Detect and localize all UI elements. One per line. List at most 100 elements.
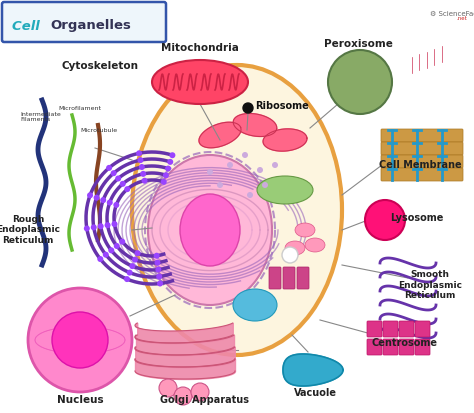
FancyBboxPatch shape	[381, 142, 463, 155]
Circle shape	[105, 222, 110, 228]
Ellipse shape	[132, 65, 342, 355]
FancyBboxPatch shape	[399, 321, 414, 337]
Circle shape	[262, 182, 268, 188]
Circle shape	[142, 178, 147, 184]
Text: Mitochondria: Mitochondria	[161, 43, 239, 53]
Text: Intermediate
Filaments: Intermediate Filaments	[20, 112, 61, 122]
Circle shape	[97, 256, 103, 262]
Text: Microfilament: Microfilament	[58, 105, 101, 111]
Circle shape	[84, 225, 90, 232]
Circle shape	[135, 250, 141, 256]
Text: Peroxisome: Peroxisome	[324, 39, 392, 49]
Circle shape	[156, 273, 162, 280]
FancyBboxPatch shape	[381, 129, 463, 142]
FancyBboxPatch shape	[415, 339, 430, 355]
Circle shape	[155, 267, 161, 273]
Circle shape	[129, 263, 135, 269]
Polygon shape	[283, 354, 343, 386]
Circle shape	[111, 221, 118, 227]
Circle shape	[140, 171, 146, 177]
Text: Vacuole: Vacuole	[293, 388, 337, 398]
Circle shape	[167, 159, 173, 165]
Circle shape	[191, 383, 209, 401]
Circle shape	[28, 288, 132, 392]
Circle shape	[154, 253, 160, 259]
Circle shape	[124, 276, 130, 282]
Text: .net: .net	[456, 17, 467, 21]
FancyBboxPatch shape	[415, 321, 430, 337]
Text: Nucleus: Nucleus	[57, 395, 103, 405]
Text: Golgi Apparatus: Golgi Apparatus	[161, 395, 249, 405]
Circle shape	[155, 260, 161, 266]
Text: Organelles: Organelles	[50, 19, 131, 33]
Circle shape	[52, 312, 108, 368]
Text: Microtubule: Microtubule	[80, 128, 117, 133]
Circle shape	[114, 243, 120, 249]
Ellipse shape	[305, 238, 325, 252]
Circle shape	[139, 164, 145, 170]
Circle shape	[124, 186, 130, 192]
Text: Ribosome: Ribosome	[255, 101, 309, 111]
Circle shape	[247, 192, 253, 198]
Circle shape	[137, 157, 144, 163]
Circle shape	[108, 247, 114, 253]
Ellipse shape	[295, 223, 315, 237]
Polygon shape	[199, 122, 241, 148]
Text: Cytoskeleton: Cytoskeleton	[62, 61, 138, 71]
Circle shape	[110, 170, 117, 176]
Text: ⚙ ScienceFacts: ⚙ ScienceFacts	[430, 11, 474, 17]
Text: Rough
Endoplasmic
Reticulum: Rough Endoplasmic Reticulum	[0, 215, 60, 245]
Circle shape	[159, 379, 177, 397]
FancyBboxPatch shape	[367, 339, 382, 355]
Text: Lysosome: Lysosome	[390, 213, 443, 223]
Polygon shape	[233, 114, 277, 136]
FancyBboxPatch shape	[297, 267, 309, 289]
FancyBboxPatch shape	[399, 339, 414, 355]
Text: Smooth
Endoplasmic
Reticulum: Smooth Endoplasmic Reticulum	[398, 270, 462, 300]
Circle shape	[328, 50, 392, 114]
Circle shape	[163, 172, 169, 178]
Circle shape	[217, 182, 223, 188]
Text: Cell Membrane: Cell Membrane	[379, 160, 461, 170]
Text: Centrosome: Centrosome	[372, 338, 438, 348]
Polygon shape	[263, 129, 307, 151]
Circle shape	[127, 270, 133, 275]
Circle shape	[174, 387, 192, 405]
Circle shape	[157, 280, 163, 287]
Ellipse shape	[285, 241, 305, 255]
Circle shape	[136, 150, 142, 156]
FancyBboxPatch shape	[269, 267, 281, 289]
Circle shape	[106, 165, 112, 171]
FancyBboxPatch shape	[383, 321, 398, 337]
Circle shape	[242, 152, 248, 158]
Circle shape	[365, 200, 405, 240]
Ellipse shape	[152, 60, 248, 104]
Circle shape	[113, 202, 119, 208]
Circle shape	[227, 162, 233, 168]
Circle shape	[161, 179, 167, 185]
FancyBboxPatch shape	[381, 155, 463, 168]
Ellipse shape	[257, 176, 313, 204]
Circle shape	[169, 152, 175, 158]
Circle shape	[132, 256, 138, 263]
Circle shape	[93, 195, 100, 201]
FancyBboxPatch shape	[381, 168, 463, 181]
Circle shape	[243, 103, 253, 113]
Circle shape	[257, 167, 263, 173]
Text: Cell: Cell	[12, 19, 45, 33]
Circle shape	[119, 239, 125, 244]
Circle shape	[282, 247, 298, 263]
Circle shape	[91, 224, 97, 230]
Circle shape	[98, 223, 104, 229]
Circle shape	[165, 166, 171, 171]
FancyBboxPatch shape	[2, 2, 166, 42]
Circle shape	[87, 192, 93, 198]
Ellipse shape	[148, 155, 272, 305]
Ellipse shape	[180, 194, 240, 266]
Circle shape	[207, 169, 213, 175]
FancyBboxPatch shape	[383, 339, 398, 355]
Circle shape	[120, 181, 126, 187]
Circle shape	[272, 162, 278, 168]
Circle shape	[107, 199, 113, 206]
Circle shape	[103, 252, 109, 258]
